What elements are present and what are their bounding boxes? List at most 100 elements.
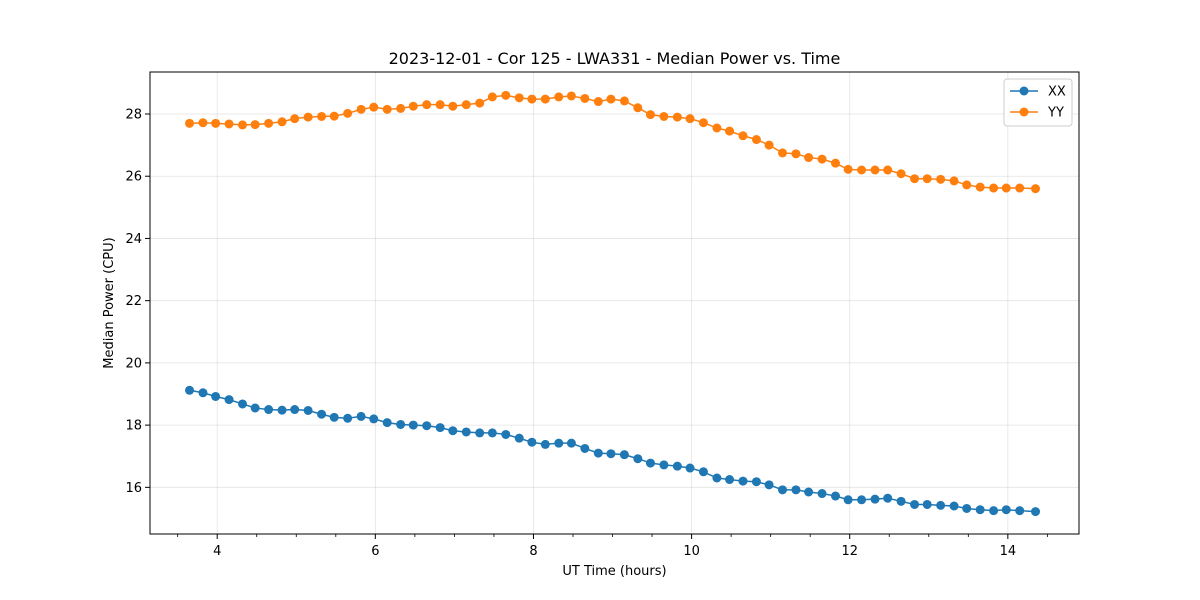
series-layer <box>185 90 1041 517</box>
data-point-xx <box>303 405 313 415</box>
legend-label: YY <box>1047 106 1064 121</box>
data-point-xx <box>329 412 339 422</box>
data-point-yy <box>329 111 339 121</box>
data-point-xx <box>356 411 366 421</box>
x-axis-ticks: 4 6 8 10 12 14 <box>177 534 1048 559</box>
data-point-yy <box>606 94 616 104</box>
data-point-yy <box>764 140 774 150</box>
data-point-yy <box>250 120 260 130</box>
data-point-xx <box>408 420 418 430</box>
data-point-yy <box>487 92 497 102</box>
data-point-xx <box>475 428 485 438</box>
data-point-xx <box>843 495 853 505</box>
data-point-yy <box>633 103 643 113</box>
y-tick-label: 26 <box>125 170 142 185</box>
data-point-yy <box>435 100 445 110</box>
data-point-yy <box>527 94 537 104</box>
data-point-yy <box>580 93 590 103</box>
data-point-xx <box>725 475 735 485</box>
data-point-xx <box>764 480 774 490</box>
data-point-xx <box>1031 507 1041 517</box>
legend-item-xx: XX <box>1010 85 1066 100</box>
series-yy <box>185 90 1041 194</box>
data-point-yy <box>725 126 735 136</box>
data-point-yy <box>817 154 827 164</box>
data-point-yy <box>804 153 814 163</box>
data-point-xx <box>396 419 406 429</box>
data-point-yy <box>408 101 418 111</box>
data-point-xx <box>791 485 801 495</box>
data-point-yy <box>698 118 708 128</box>
x-tick-label: 4 <box>213 544 221 559</box>
data-point-yy <box>962 180 972 190</box>
series-xx <box>185 385 1041 517</box>
data-point-xx <box>989 506 999 516</box>
data-point-yy <box>843 164 853 174</box>
data-point-yy <box>303 112 313 122</box>
data-point-xx <box>527 437 537 447</box>
data-point-xx <box>382 418 392 428</box>
data-point-xx <box>659 460 669 470</box>
legend-marker <box>1019 86 1029 96</box>
y-tick-label: 16 <box>125 481 142 496</box>
data-point-yy <box>198 118 208 128</box>
data-point-yy <box>593 97 603 107</box>
data-point-yy <box>1031 184 1041 194</box>
data-point-xx <box>514 433 524 443</box>
data-point-yy <box>343 108 353 118</box>
data-point-yy <box>1001 183 1011 193</box>
data-point-xx <box>910 499 920 509</box>
data-point-xx <box>712 473 722 483</box>
chart-title: 2023-12-01 - Cor 125 - LWA331 - Median P… <box>389 49 841 68</box>
data-point-yy <box>1015 183 1025 193</box>
data-point-xx <box>540 439 550 449</box>
data-point-yy <box>883 165 893 175</box>
data-point-xx <box>1001 505 1011 515</box>
data-point-yy <box>396 103 406 113</box>
data-point-xx <box>487 428 497 438</box>
data-point-xx <box>936 500 946 510</box>
x-tick-label: 8 <box>529 544 537 559</box>
data-point-xx <box>817 489 827 499</box>
data-point-xx <box>645 458 655 468</box>
data-point-yy <box>870 165 880 175</box>
data-point-xx <box>566 438 576 448</box>
data-point-yy <box>514 93 524 103</box>
data-point-yy <box>751 135 761 145</box>
y-axis-ticks: 16 18 20 22 24 26 28 <box>125 108 150 496</box>
data-point-xx <box>369 414 379 424</box>
x-tick-label: 10 <box>683 544 700 559</box>
data-point-yy <box>738 131 748 141</box>
data-point-yy <box>369 102 379 112</box>
data-point-xx <box>870 494 880 504</box>
data-point-yy <box>791 149 801 159</box>
data-point-yy <box>317 111 327 121</box>
data-point-yy <box>211 118 221 128</box>
legend-label: XX <box>1048 85 1066 100</box>
data-point-yy <box>501 90 511 100</box>
data-point-xx <box>949 501 959 511</box>
data-point-xx <box>606 449 616 459</box>
legend: XX YY <box>1003 78 1073 127</box>
data-point-xx <box>962 503 972 513</box>
x-tick-label: 12 <box>841 544 858 559</box>
data-point-xx <box>211 391 221 401</box>
data-point-xx <box>698 467 708 477</box>
data-point-yy <box>290 114 300 124</box>
data-point-yy <box>554 92 564 102</box>
data-point-xx <box>448 426 458 436</box>
data-point-yy <box>989 183 999 193</box>
x-tick-label: 14 <box>1000 544 1017 559</box>
y-axis-label: Median Power (CPU) <box>102 237 117 368</box>
data-point-xx <box>922 499 932 509</box>
data-point-xx <box>580 443 590 453</box>
data-point-xx <box>1015 506 1025 516</box>
data-point-yy <box>830 158 840 168</box>
data-point-yy <box>685 114 695 124</box>
data-point-xx <box>738 476 748 486</box>
data-point-yy <box>540 94 550 104</box>
data-point-xx <box>238 399 247 409</box>
y-tick-label: 20 <box>125 356 142 371</box>
data-point-yy <box>461 100 471 110</box>
data-point-xx <box>633 454 643 464</box>
